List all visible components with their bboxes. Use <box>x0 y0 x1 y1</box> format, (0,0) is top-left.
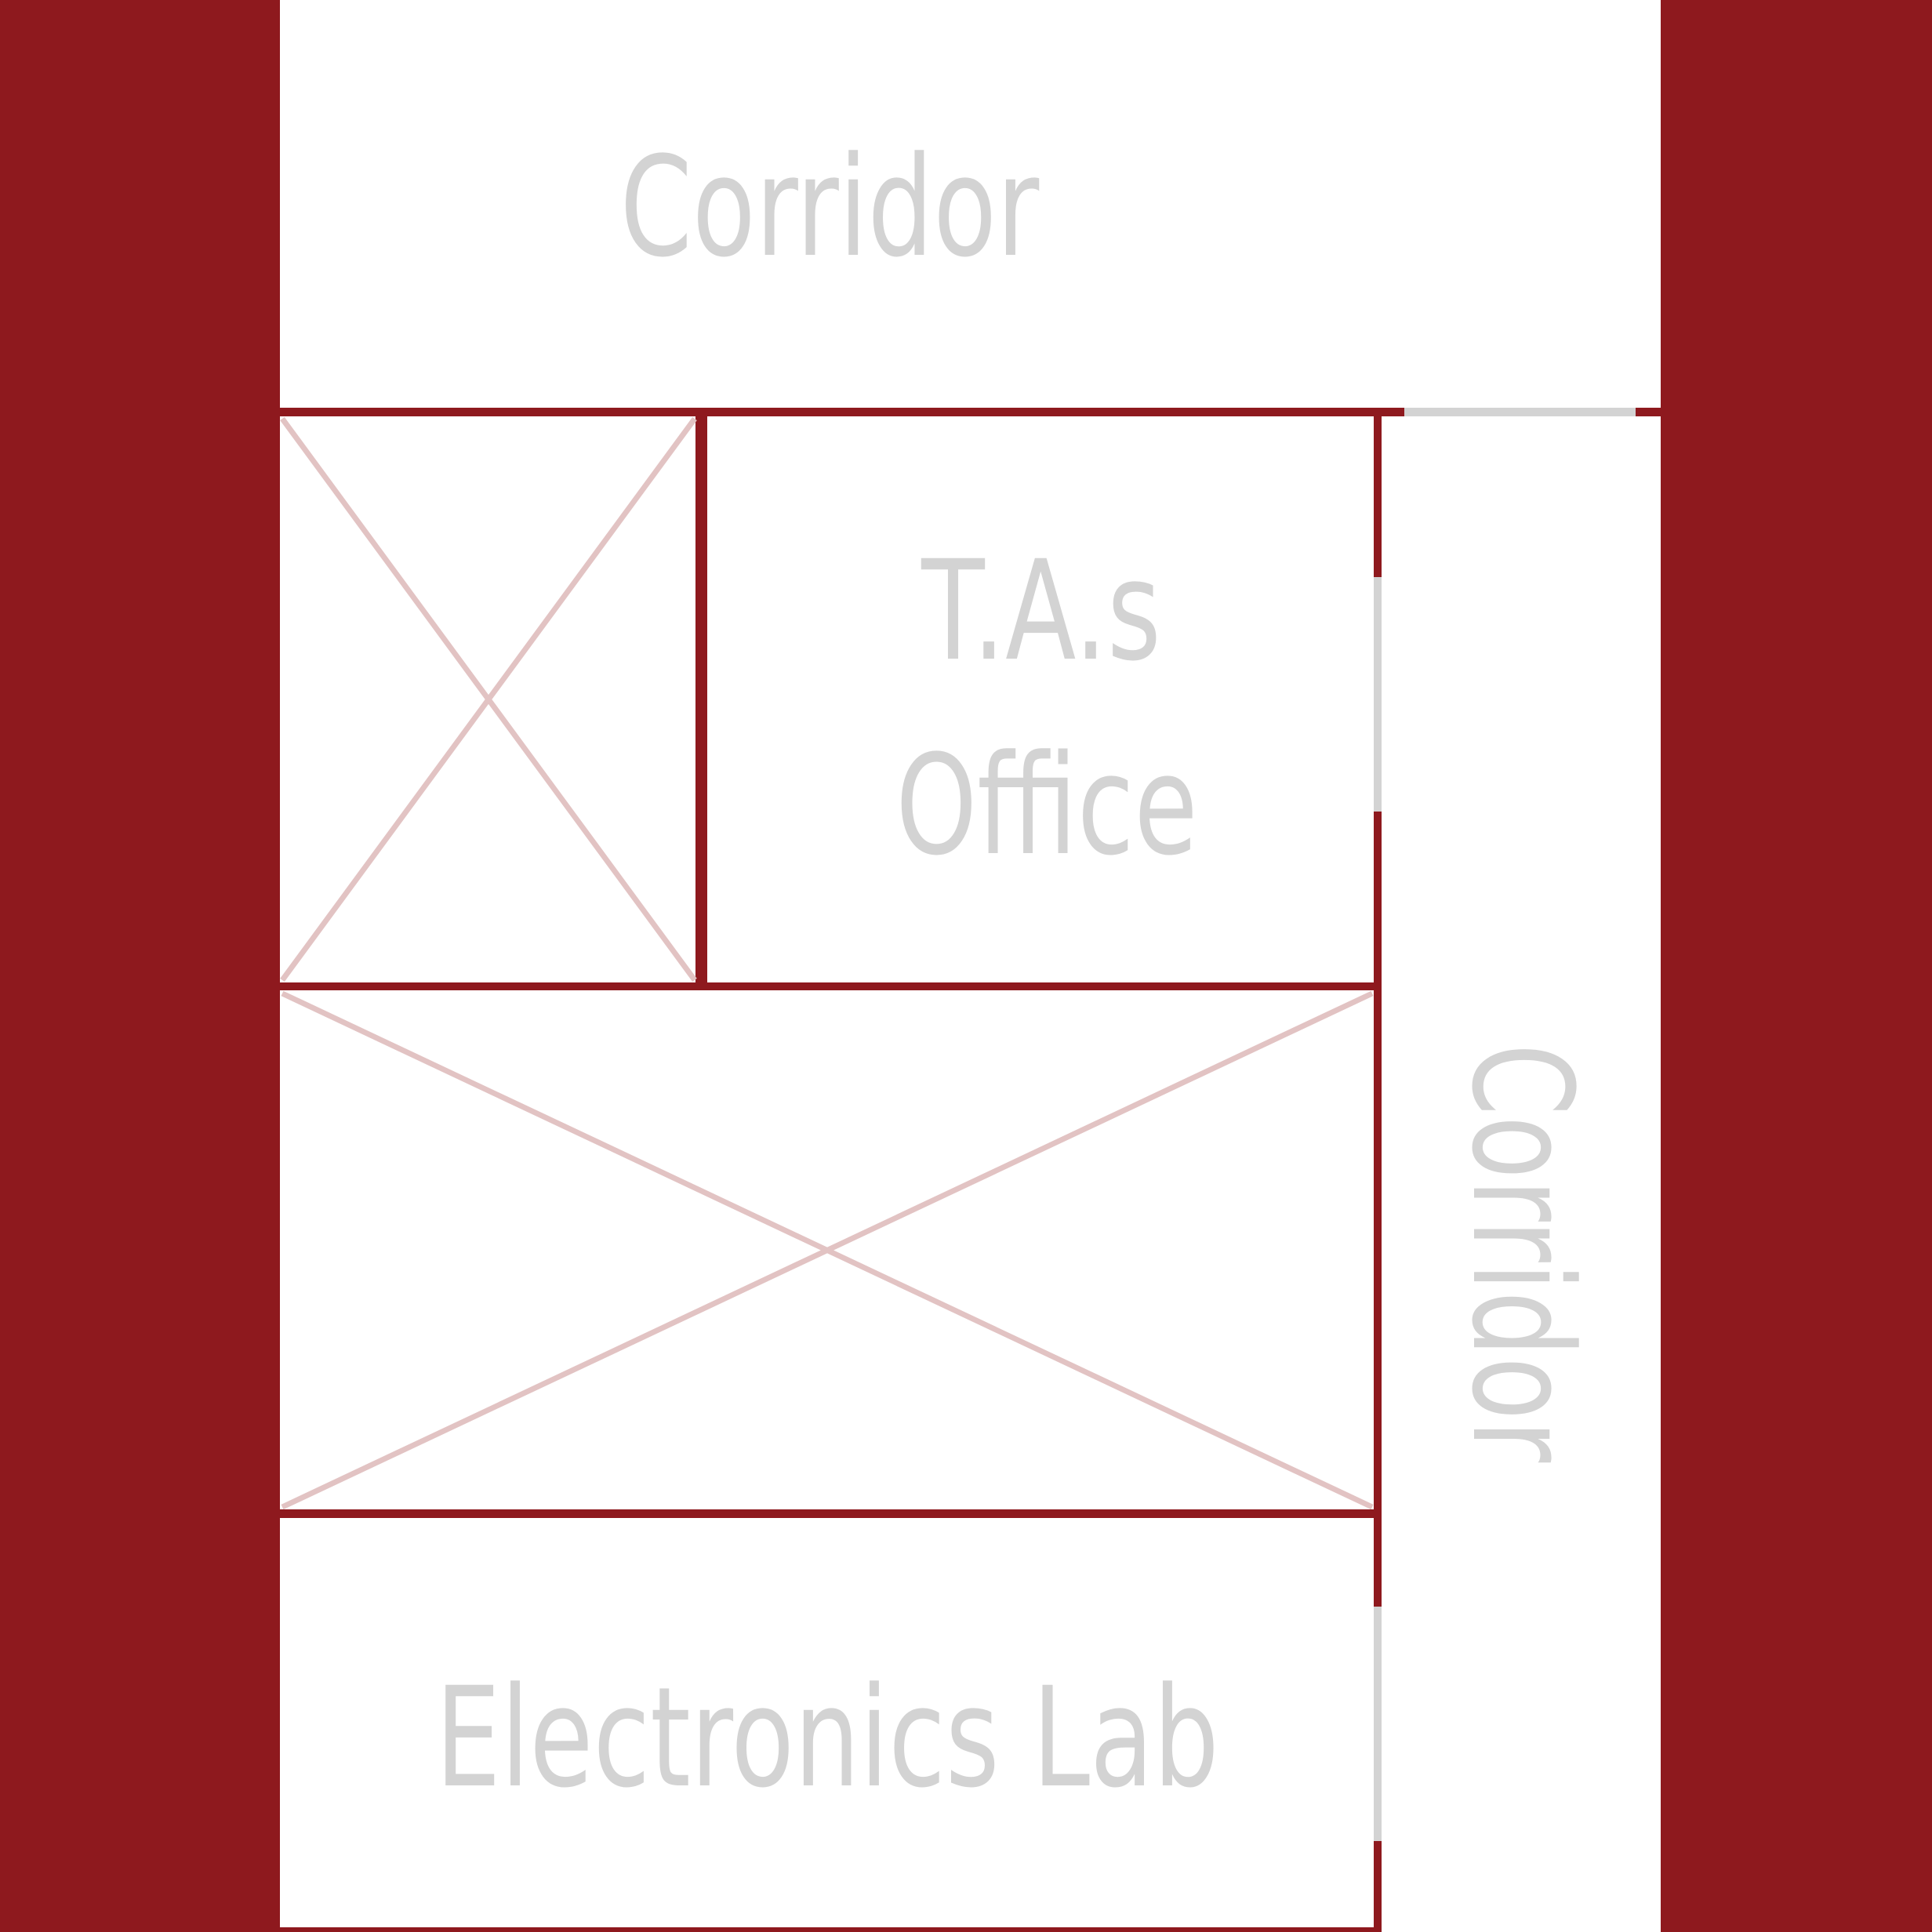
blocked-room-small-cross-2 <box>280 416 697 982</box>
blocked-room-large-cross-2 <box>281 990 1374 1510</box>
right-corridor-wall-3 <box>1374 1841 1382 1932</box>
bottom-wall <box>280 1927 1378 1932</box>
corridor-right-label: Corridor <box>1441 1044 1602 1463</box>
wall-above-electronics-lab <box>280 1509 1378 1518</box>
top-corridor-wall <box>280 408 1404 416</box>
room-divider-wall <box>695 416 707 985</box>
tas-office-label-line1: T.A.s <box>921 531 1160 692</box>
right-corridor-wall-1 <box>1374 416 1382 577</box>
wall-below-tas-office <box>280 982 1378 990</box>
right-corridor-wall-2 <box>1374 812 1382 1607</box>
blocked-room-large <box>281 990 1374 1510</box>
left-outer-wall <box>0 0 280 1932</box>
right-outer-wall <box>1661 0 1932 1932</box>
tas-office-door[interactable] <box>1374 577 1382 812</box>
electronics-lab-door[interactable] <box>1374 1607 1382 1841</box>
corridor-top-label: Corridor <box>620 127 1040 288</box>
electronics-lab-label: Electronics Lab <box>435 1658 1218 1818</box>
top-corridor-door[interactable] <box>1404 408 1636 416</box>
interior-area <box>280 0 1661 1932</box>
blocked-room-small <box>280 416 697 982</box>
top-corridor-wall-end <box>1636 408 1661 416</box>
tas-office-label-line2: Office <box>895 725 1197 886</box>
